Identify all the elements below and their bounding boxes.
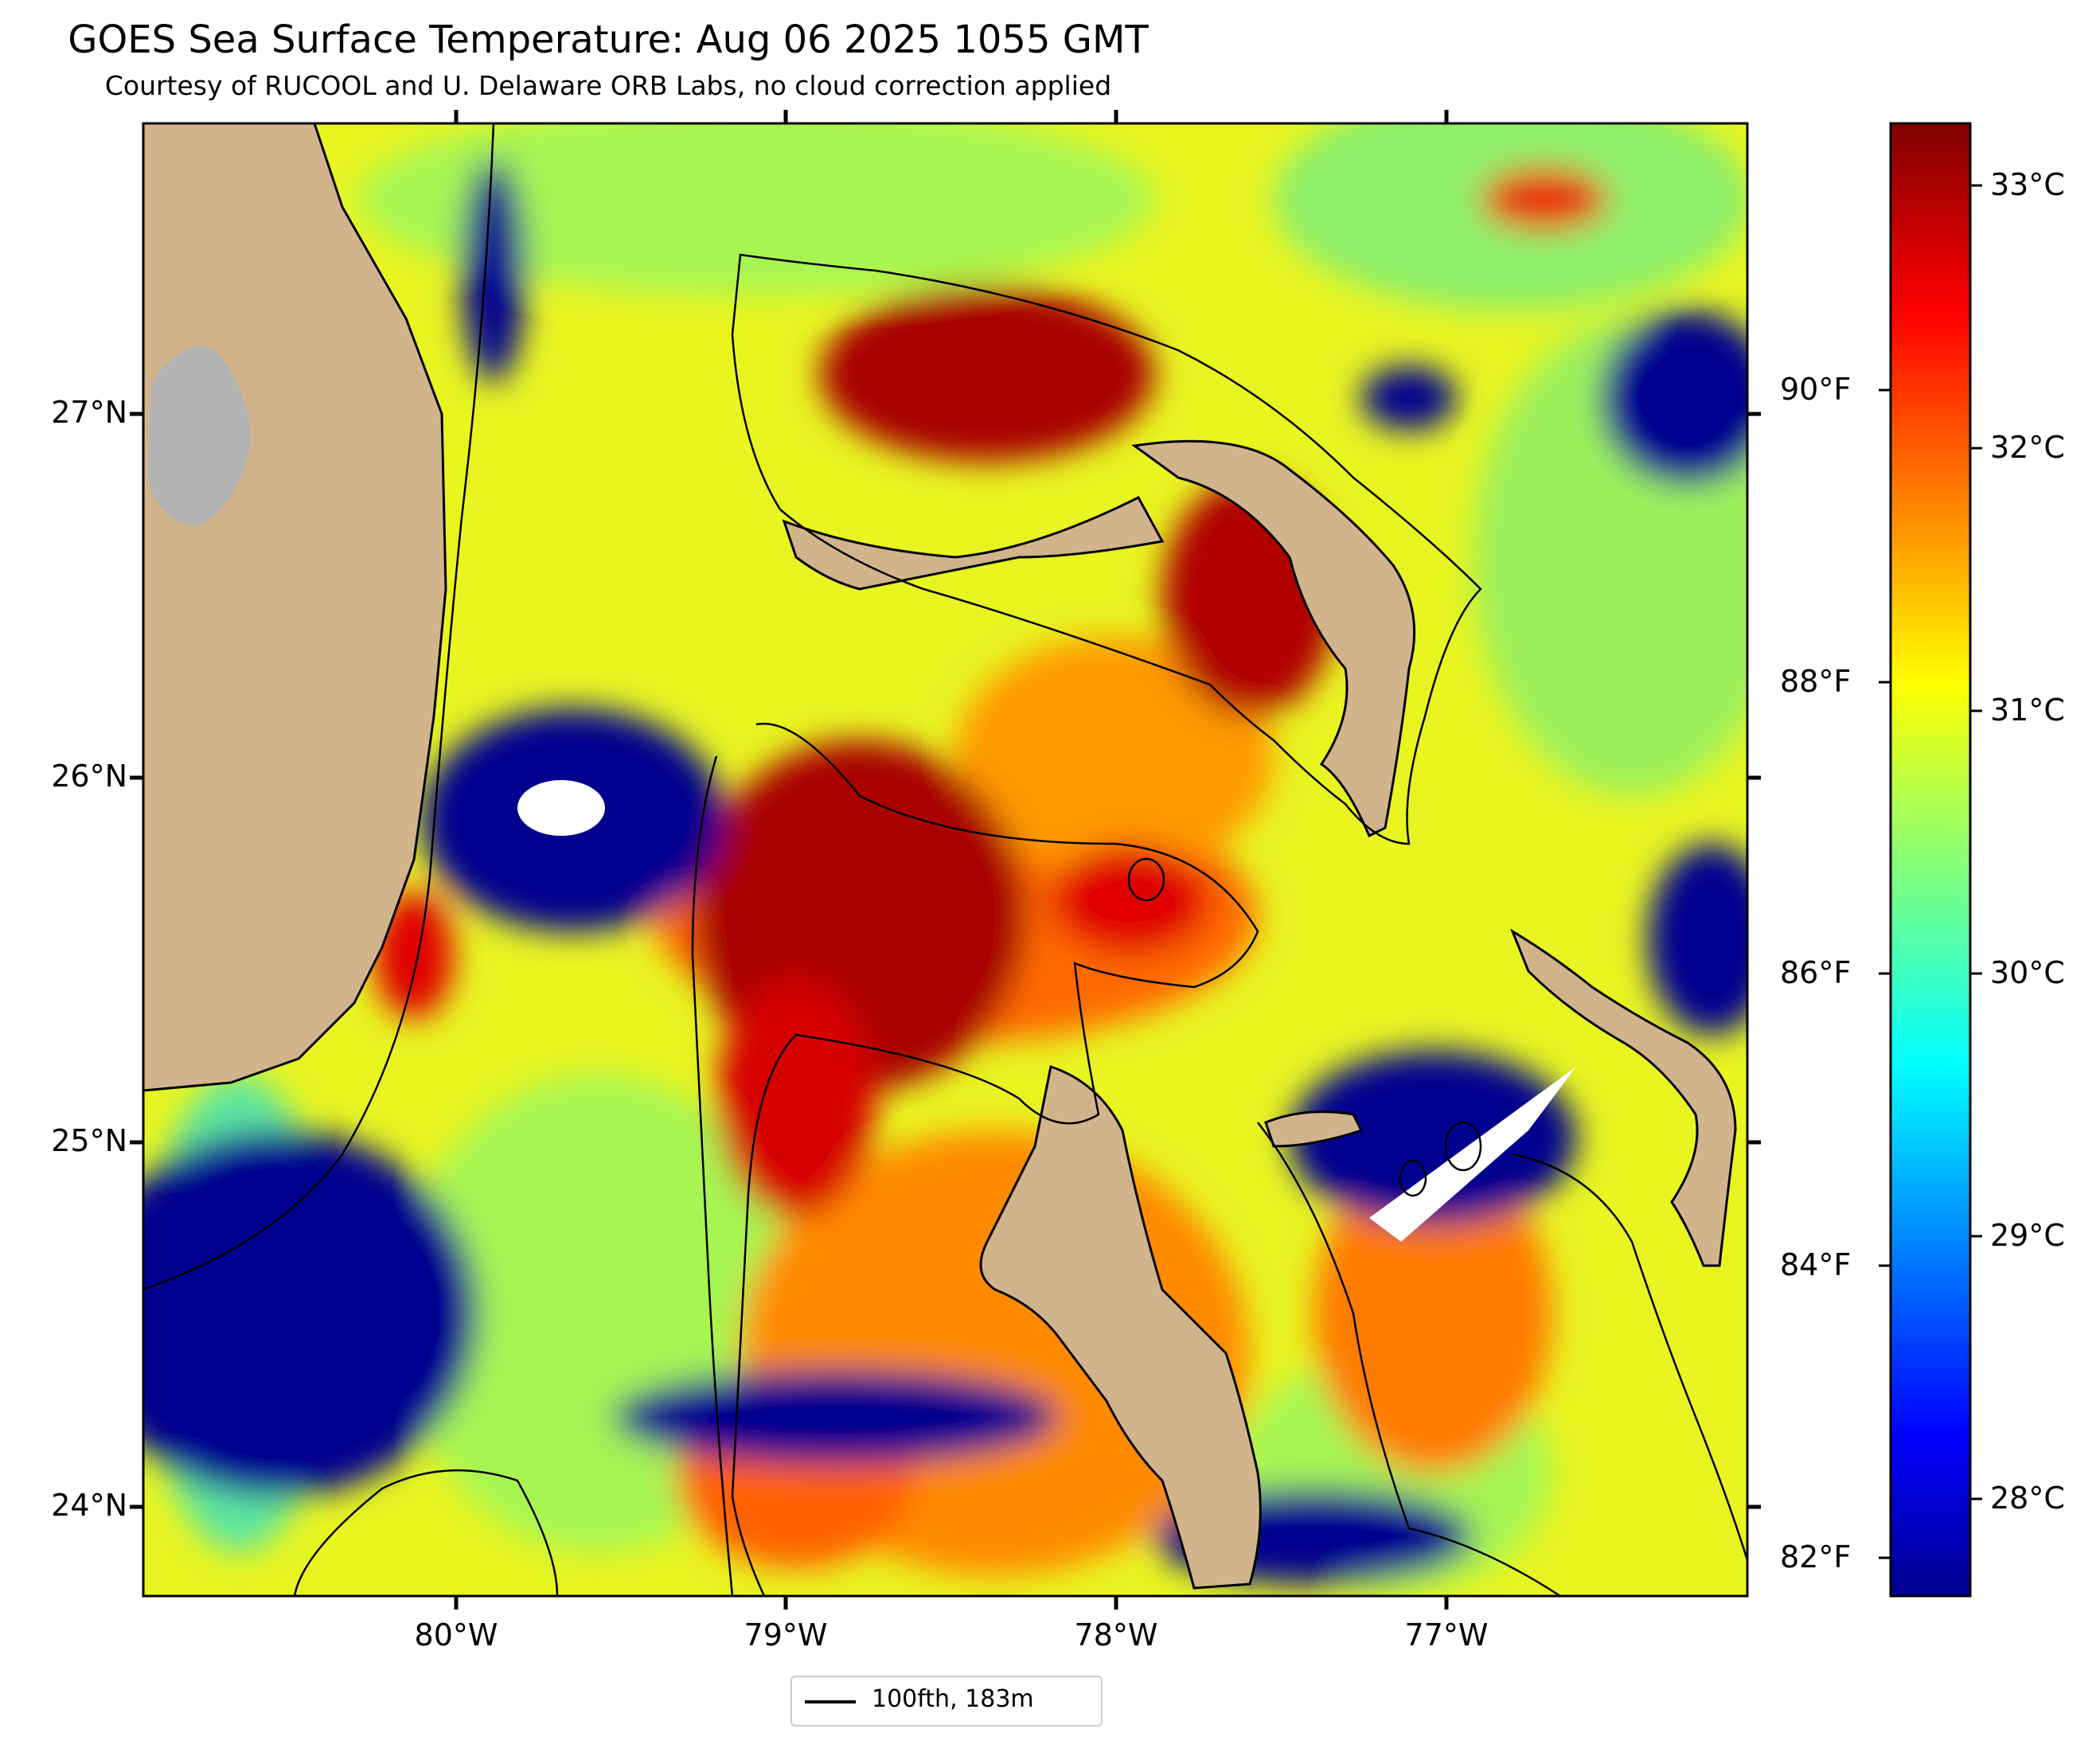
legend-contour-line [805, 1700, 856, 1703]
map-legend: 100fth, 183m [790, 1676, 1103, 1727]
map-title: GOES Sea Surface Temperature: Aug 06 202… [68, 18, 1149, 62]
colorbar-label-82f: 82°F [1780, 1540, 1852, 1575]
colorbar-label-30c: 30°C [1990, 955, 2065, 990]
colorbar-label-86f: 86°F [1780, 955, 1852, 990]
map-subtitle: Courtesy of RUCOOL and U. Delaware ORB L… [104, 70, 1112, 101]
sst-field [143, 123, 1747, 1596]
map-frame [142, 122, 1749, 1598]
legend-label: 100fth, 183m [872, 1685, 1034, 1713]
lat-label-27n: 27°N [51, 395, 127, 430]
lat-label-25n: 25°N [51, 1123, 127, 1158]
lon-label-78w: 78°W [1074, 1618, 1158, 1653]
colorbar-label-90f: 90°F [1780, 372, 1852, 407]
colorbar-label-84f: 84°F [1780, 1247, 1852, 1282]
colorbar-label-33c: 33°C [1990, 167, 2065, 202]
colorbar-label-88f: 88°F [1780, 664, 1852, 699]
lat-label-24n: 24°N [51, 1488, 127, 1523]
lon-label-79w: 79°W [744, 1618, 828, 1653]
colorbar-label-28c: 28°C [1990, 1481, 2065, 1516]
axis-ticks [130, 110, 1761, 1610]
colorbar-label-29c: 29°C [1990, 1218, 2065, 1253]
colorbar-label-31c: 31°C [1990, 693, 2065, 728]
lat-label-26n: 26°N [51, 759, 127, 794]
lon-label-80w: 80°W [414, 1618, 498, 1653]
colorbar [1889, 122, 1972, 1598]
lon-label-77w: 77°W [1404, 1618, 1489, 1653]
colorbar-ticks [1879, 184, 1982, 1559]
colorbar-label-32c: 32°C [1990, 430, 2065, 465]
